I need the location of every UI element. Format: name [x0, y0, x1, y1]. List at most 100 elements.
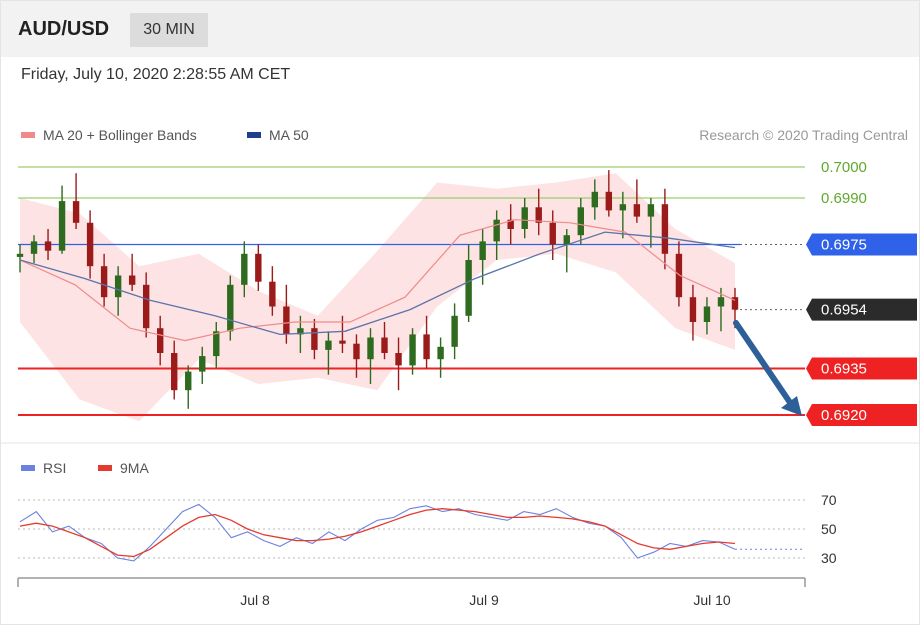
candle-body	[479, 241, 486, 260]
legend-ma50: MA 50	[247, 127, 309, 143]
level-tag-0.6975: 0.6975	[821, 237, 867, 254]
forecast-arrow-layer	[733, 320, 802, 416]
candle-body	[311, 328, 318, 350]
candle-body	[521, 207, 528, 229]
rsi-9ma-line	[19, 508, 736, 558]
legend-rsi: RSI	[21, 460, 66, 476]
forecast-arrow-head-icon	[781, 396, 802, 416]
candle-body	[325, 340, 332, 350]
timestamp: Friday, July 10, 2020 2:28:55 AM CET	[21, 66, 291, 83]
candle-body	[381, 337, 388, 353]
candle-body	[605, 191, 613, 211]
candles-layer	[16, 170, 739, 409]
ma20-swatch-icon	[21, 132, 35, 138]
rsi-tick-label: 50	[821, 521, 837, 537]
level-tag-0.6935: 0.6935	[821, 361, 867, 378]
rsi-swatch-icon	[21, 465, 35, 471]
candle-body	[114, 275, 122, 298]
level-tag-0.6954: 0.6954	[821, 302, 867, 319]
legend-ma50-label: MA 50	[269, 127, 309, 143]
candle-body	[367, 337, 374, 360]
level-tag-bg	[806, 298, 917, 321]
candle-body	[72, 201, 80, 223]
candle-body	[100, 266, 108, 298]
candle-body	[142, 284, 150, 329]
legend-ma20: MA 20 + Bollinger Bands	[21, 127, 197, 143]
candle-body	[535, 207, 542, 223]
candle-body	[171, 353, 178, 391]
candle-body	[86, 222, 94, 267]
rsi-tick-label: 70	[821, 492, 837, 508]
rsi-line	[19, 503, 736, 562]
rsi-tick-label: 30	[821, 550, 837, 566]
candle-body	[563, 235, 570, 245]
9ma-swatch-icon	[98, 465, 112, 471]
candle-body	[675, 253, 683, 298]
candle-body	[339, 340, 346, 344]
currency-pair-title: AUD/USD	[18, 18, 110, 40]
level-tag-bg	[806, 357, 917, 380]
research-credit: Research © 2020 Trading Central	[699, 127, 908, 143]
candle-body	[689, 297, 697, 322]
candle-body	[507, 219, 514, 229]
candle-body	[128, 275, 136, 285]
candle-body	[549, 222, 556, 245]
candle-body	[58, 201, 66, 251]
candle-body	[353, 343, 360, 360]
legend-9ma: 9MA	[98, 460, 149, 476]
level-tag-bg	[806, 233, 917, 256]
candle-body	[591, 191, 599, 208]
rsi-panel: 70 50 30	[18, 492, 837, 566]
candle-body	[703, 306, 711, 322]
candle-body	[199, 356, 206, 372]
x-tick-label: Jul 10	[693, 592, 731, 608]
bollinger-layer	[20, 173, 735, 422]
candle-body	[44, 241, 52, 251]
candle-body	[577, 207, 584, 236]
candle-body	[283, 306, 290, 335]
candle-body	[717, 297, 725, 307]
level-tag-0.6920: 0.6920	[821, 407, 867, 424]
candle-body	[437, 346, 444, 360]
candle-body	[619, 204, 627, 211]
level-tag-0.7000: 0.7000	[821, 159, 867, 176]
legend-rsi-label: RSI	[43, 460, 67, 476]
level-tags-layer: 0.7000 0.6990 0.6975 0.6954 0.6935 0.6920	[806, 159, 917, 426]
candle-body	[731, 297, 739, 310]
candle-body	[255, 253, 262, 282]
candle-body	[227, 284, 234, 332]
candle-body	[241, 253, 248, 285]
candle-body	[30, 241, 38, 254]
x-tick-label: Jul 9	[469, 592, 499, 608]
candle-body	[647, 204, 655, 217]
legend-ma20-label: MA 20 + Bollinger Bands	[43, 127, 197, 143]
candle-body	[156, 328, 164, 353]
levels-layer	[18, 166, 805, 416]
level-tag-0.6990: 0.6990	[821, 190, 867, 207]
ma50-swatch-icon	[247, 132, 261, 138]
ma50-line	[19, 231, 736, 336]
candle-body	[409, 334, 416, 366]
candle-body	[213, 331, 220, 357]
timeframe-badge[interactable]: 30 MIN	[130, 13, 208, 47]
candle-body	[16, 253, 24, 257]
level-tag-bg	[806, 404, 917, 426]
x-tick-label: Jul 8	[240, 592, 270, 608]
candle-body	[451, 315, 458, 347]
candle-body	[395, 353, 402, 366]
candle-body	[633, 204, 641, 217]
forecast-arrow-shaft	[733, 320, 794, 407]
x-axis: Jul 8 Jul 9 Jul 10	[17, 577, 806, 608]
legend-9ma-label: 9MA	[120, 460, 149, 476]
ma20-line	[19, 219, 736, 342]
moving-averages-layer	[19, 219, 736, 342]
candle-body	[423, 334, 430, 360]
chart-header: AUD/USD 30 MIN	[1, 1, 919, 57]
bollinger-band	[20, 173, 735, 422]
candle-body	[493, 219, 500, 242]
candle-body	[465, 260, 472, 316]
candle-body	[661, 204, 669, 254]
candle-body	[269, 281, 276, 307]
candle-body	[185, 371, 192, 391]
